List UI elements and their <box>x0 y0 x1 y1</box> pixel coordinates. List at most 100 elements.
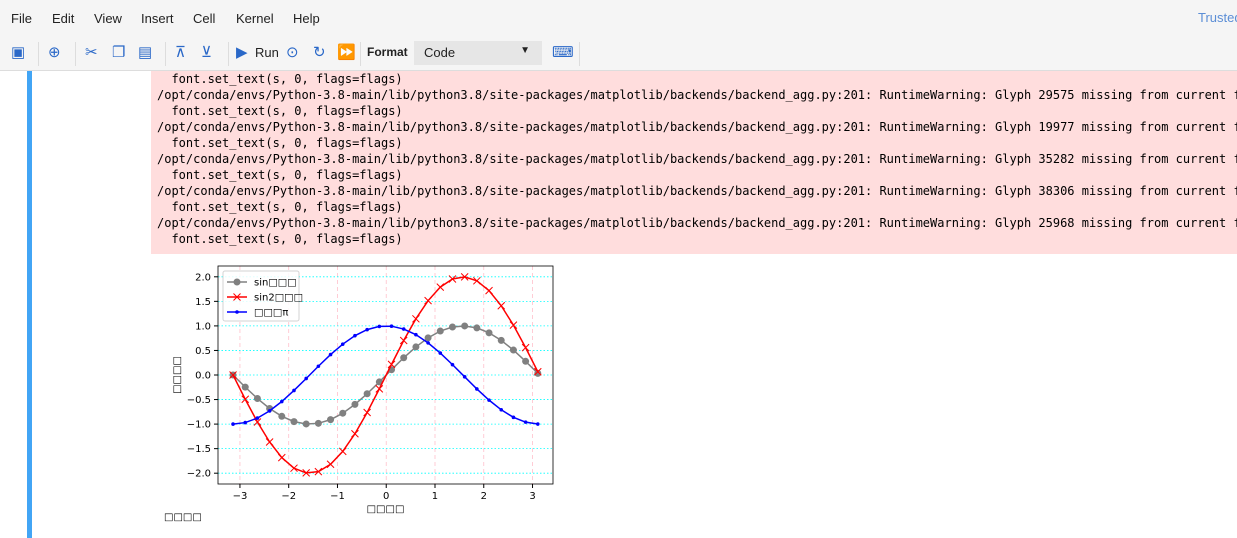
data-point <box>438 351 443 355</box>
data-point <box>412 343 420 351</box>
data-point <box>302 420 310 428</box>
warning-line: /opt/conda/envs/Python-3.8-main/lib/pyth… <box>157 184 1237 198</box>
x-tick-label: 0 <box>383 491 389 502</box>
menu-kernel[interactable]: Kernel <box>236 11 274 26</box>
data-point <box>497 301 506 310</box>
output-line: font.set_text(s, 0, flags=flags) <box>157 72 403 86</box>
menu-cell[interactable]: Cell <box>193 11 216 26</box>
y-tick-label: 2.0 <box>195 272 211 283</box>
add-cell-icon[interactable]: ⊕ <box>48 44 61 61</box>
fast-forward-icon[interactable]: ⏩ <box>337 44 356 61</box>
legend: sin□□□ sin2□□□ □□□π <box>222 270 303 322</box>
data-point <box>401 327 406 331</box>
menu-view[interactable]: View <box>94 11 122 26</box>
data-point <box>328 352 333 357</box>
y-axis-label: □□□□ <box>172 356 183 394</box>
series-line <box>232 325 538 425</box>
stop-icon[interactable]: ⊙ <box>286 44 299 61</box>
data-point <box>414 332 418 337</box>
cut-icon[interactable]: ✂ <box>85 44 98 61</box>
cell-type-select[interactable]: Code ▼ <box>414 41 542 65</box>
data-point <box>351 400 359 408</box>
run-icon[interactable]: ▶ <box>236 44 248 61</box>
data-point <box>326 460 335 469</box>
data-point <box>255 416 260 420</box>
y-tick-label: −1.0 <box>187 420 211 431</box>
data-point <box>365 327 369 332</box>
notebook: font.set_text(s, 0, flags=flags) /opt/co… <box>0 71 1237 538</box>
menu-insert[interactable]: Insert <box>141 11 174 26</box>
warning-line: /opt/conda/envs/Python-3.8-main/lib/pyth… <box>157 216 1237 230</box>
data-point <box>523 420 528 424</box>
data-point <box>327 416 335 424</box>
data-point <box>536 422 540 426</box>
divider <box>579 42 580 66</box>
data-point <box>522 357 530 365</box>
legend-box <box>222 270 300 322</box>
data-point <box>229 371 237 379</box>
data-point <box>473 324 481 332</box>
menu-bar: File Edit View Insert Cell Kernel Help T… <box>0 0 1237 36</box>
data-point <box>448 275 457 283</box>
output-line: font.set_text(s, 0, flags=flags) <box>157 168 403 182</box>
data-point <box>241 383 249 391</box>
x-tick-label: 1 <box>432 491 438 502</box>
divider <box>165 42 166 66</box>
data-point <box>424 334 432 342</box>
warning-line: /opt/conda/envs/Python-3.8-main/lib/pyth… <box>157 152 1237 166</box>
legend-marker <box>233 278 241 286</box>
warning-line: /opt/conda/envs/Python-3.8-main/lib/pyth… <box>157 88 1237 102</box>
x-tick-label: −2 <box>281 491 296 502</box>
data-point <box>363 390 371 398</box>
data-point <box>314 419 322 427</box>
toolbar: ▣ ⊕ ✂ ❐ ▤ ⊼ ⊻ ▶ Run ⊙ ↻ ⏩ Format Code ▼ … <box>0 36 1237 71</box>
data-point <box>340 342 345 346</box>
divider <box>75 42 76 66</box>
legend-marker <box>235 310 239 314</box>
data-point <box>399 336 408 345</box>
data-point <box>338 447 347 456</box>
divider <box>38 42 39 66</box>
menu-help[interactable]: Help <box>293 11 320 26</box>
data-point <box>290 464 298 473</box>
data-point <box>499 408 504 412</box>
data-point <box>436 283 445 291</box>
data-point <box>314 467 323 476</box>
data-point <box>265 438 274 446</box>
data-point <box>426 341 430 345</box>
menu-edit[interactable]: Edit <box>52 11 75 26</box>
data-point <box>292 388 296 393</box>
line-chart: −3 −2 −1 0 1 2 3 −2.0 −1.5 −1.0 −0.5 0.0 0.5 1.0 1.5 2.… <box>172 265 554 515</box>
move-down-icon[interactable]: ⊻ <box>201 44 212 61</box>
x-tick-label: −1 <box>330 491 345 502</box>
menu-file[interactable]: File <box>11 11 32 26</box>
paste-icon[interactable]: ▤ <box>138 44 153 61</box>
data-point <box>363 408 371 417</box>
output-line: font.set_text(s, 0, flags=flags) <box>157 200 403 214</box>
save-icon[interactable]: ▣ <box>11 44 26 61</box>
keyboard-icon[interactable]: ⌨ <box>552 44 574 61</box>
x-tick-label: −3 <box>233 491 248 502</box>
data-point <box>534 369 542 377</box>
output-line: font.set_text(s, 0, flags=flags) <box>157 232 403 246</box>
copy-icon[interactable]: ❐ <box>112 44 126 61</box>
move-up-icon[interactable]: ⊼ <box>175 44 186 61</box>
series-1 <box>229 273 542 477</box>
output-line: font.set_text(s, 0, flags=flags) <box>157 104 403 118</box>
series-2 <box>231 324 540 426</box>
data-point <box>316 364 321 369</box>
data-point <box>533 367 542 376</box>
data-point <box>302 469 311 477</box>
data-point <box>304 376 308 381</box>
output-text: □□□□ <box>164 512 202 523</box>
data-point <box>377 324 382 329</box>
data-point <box>241 395 250 404</box>
run-button[interactable]: Run <box>255 45 279 60</box>
trusted-indicator[interactable]: Trusted <box>1198 10 1237 25</box>
data-point <box>400 354 408 362</box>
data-point <box>485 329 493 337</box>
restart-icon[interactable]: ↻ <box>313 44 326 61</box>
cell-type-value: Code <box>424 45 456 60</box>
data-point <box>472 276 481 285</box>
data-point <box>387 360 396 369</box>
